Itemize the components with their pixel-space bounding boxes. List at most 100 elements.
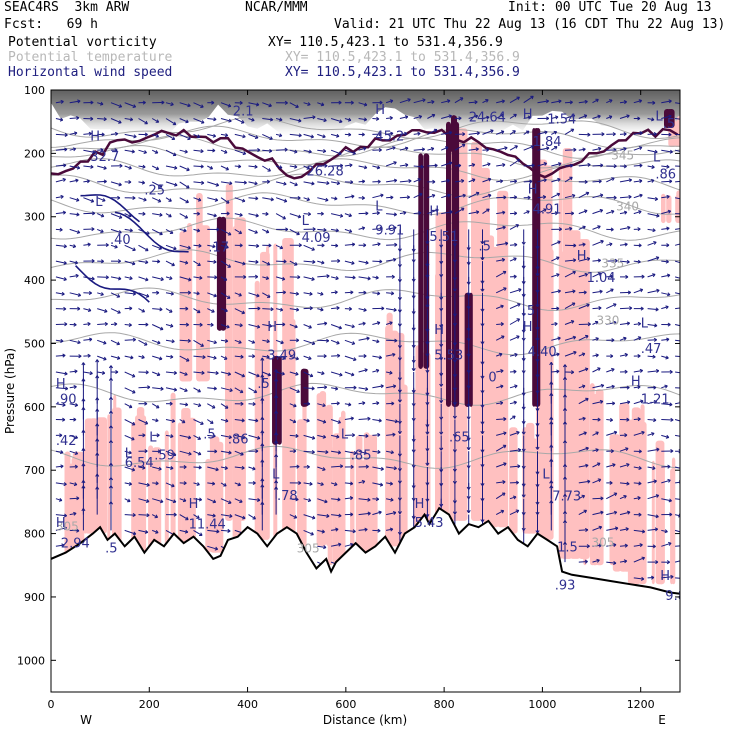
wind-vector bbox=[482, 163, 491, 167]
wind-vector-head bbox=[212, 513, 216, 518]
wind-vector-head bbox=[651, 164, 655, 169]
wind-vector-head bbox=[500, 130, 505, 135]
wind-vector bbox=[592, 225, 601, 230]
wind-vector-head bbox=[308, 325, 312, 329]
wind-vector-head bbox=[141, 355, 145, 359]
wind-vector-head bbox=[394, 242, 398, 247]
wind-vector-head bbox=[274, 369, 279, 373]
wind-vector-head bbox=[274, 440, 279, 444]
wind-vector bbox=[523, 180, 533, 183]
wind-vector bbox=[69, 292, 81, 296]
wind-vector bbox=[385, 161, 397, 167]
wind-vector-head bbox=[378, 510, 382, 515]
wind-vector-head bbox=[600, 163, 604, 168]
wind-vector-head bbox=[390, 291, 395, 296]
wind-vector bbox=[468, 132, 480, 135]
wind-vector-head bbox=[131, 436, 135, 441]
wind-vector bbox=[619, 226, 631, 230]
wind-vector bbox=[97, 355, 107, 360]
wind-vector bbox=[647, 370, 659, 373]
wind-vector bbox=[55, 196, 64, 199]
wind-vector-head bbox=[653, 385, 657, 390]
wind-vector bbox=[578, 495, 585, 500]
wind-vector-head bbox=[626, 417, 630, 422]
x-axis: 0 200 400 600 800 1000 1200 bbox=[48, 90, 655, 711]
field-wind-xy: XY= 110.5,423.1 to 531.4,356.9 bbox=[285, 65, 520, 80]
wind-vector-head bbox=[274, 395, 279, 399]
wind-vector-head bbox=[199, 322, 203, 327]
wind-vector-head bbox=[681, 165, 684, 168]
wind-vector-head bbox=[626, 321, 631, 326]
wind-vector-head bbox=[77, 99, 81, 104]
contour-label: H bbox=[528, 182, 538, 197]
wind-vector-head bbox=[584, 209, 588, 214]
wind-vector-head bbox=[439, 416, 444, 420]
wind-vector-head bbox=[309, 291, 313, 296]
wind-vector-head bbox=[74, 402, 79, 407]
wind-vector-head bbox=[95, 375, 100, 379]
wind-vector-head bbox=[118, 104, 123, 108]
wind-vector-head bbox=[129, 306, 133, 311]
wind-vector bbox=[331, 244, 338, 247]
wind-vector bbox=[138, 482, 150, 486]
wind-vector-head bbox=[257, 147, 261, 153]
wind-vector bbox=[97, 371, 105, 374]
wind-vector-head bbox=[404, 115, 409, 120]
wind-vector-head bbox=[393, 307, 397, 312]
wind-vector-head bbox=[521, 494, 526, 498]
wind-vector bbox=[69, 213, 80, 216]
wind-vector bbox=[647, 466, 656, 469]
wind-vector-head bbox=[322, 467, 326, 471]
theta-label: 340 bbox=[616, 199, 639, 213]
wind-vector bbox=[69, 450, 78, 455]
contour-label: H bbox=[56, 377, 66, 392]
wind-vector-head bbox=[638, 481, 642, 486]
wind-vector-head bbox=[637, 227, 641, 232]
wind-vector bbox=[193, 228, 200, 232]
wind-vector-head bbox=[349, 481, 354, 486]
wind-vector-head bbox=[92, 150, 96, 155]
wind-vector bbox=[193, 308, 201, 314]
contour-label: 2.94 bbox=[61, 537, 90, 552]
wind-vector-head bbox=[114, 148, 118, 153]
pv-fill-streak bbox=[111, 407, 122, 559]
wind-vector bbox=[138, 529, 148, 533]
wind-vector-head bbox=[549, 416, 554, 420]
wind-vector-head bbox=[198, 497, 203, 502]
theta-contour bbox=[51, 382, 680, 406]
x-tick-label: 1000 bbox=[528, 698, 556, 711]
wind-vector-head bbox=[103, 340, 107, 345]
wind-vector bbox=[138, 466, 146, 469]
wind-vector-head bbox=[613, 492, 618, 497]
wind-vector-head bbox=[296, 231, 300, 236]
pv-fill-streak bbox=[164, 430, 169, 559]
wind-vector-head bbox=[131, 261, 136, 266]
wind-vector-head bbox=[432, 179, 436, 184]
wind-vector bbox=[317, 545, 327, 548]
wind-vector bbox=[152, 355, 163, 360]
wind-vector bbox=[537, 147, 550, 151]
contour-label: 45.2 bbox=[375, 130, 404, 145]
wind-vector bbox=[207, 466, 219, 471]
wind-vector-head bbox=[72, 244, 77, 249]
pv-fill-streak bbox=[670, 468, 674, 585]
wind-vector-head bbox=[682, 102, 685, 105]
wind-vector-head bbox=[237, 164, 242, 169]
wind-vector-head bbox=[562, 476, 568, 480]
wind-vector-head bbox=[227, 103, 232, 108]
wind-vector-head bbox=[73, 385, 77, 389]
contour-label: H bbox=[56, 516, 66, 531]
wind-vector-head bbox=[282, 215, 286, 220]
wind-vector-head bbox=[654, 149, 658, 154]
wind-vector bbox=[495, 271, 507, 278]
wind-vector bbox=[110, 323, 118, 325]
wind-vector-head bbox=[95, 408, 100, 412]
wind-vector-head bbox=[173, 387, 178, 392]
wind-vector-head bbox=[597, 225, 601, 229]
wind-vector-head bbox=[108, 396, 114, 400]
wind-vector bbox=[427, 129, 438, 135]
wind-vector-head bbox=[404, 146, 409, 151]
wind-vector-head bbox=[668, 132, 672, 137]
wind-vector-head bbox=[498, 352, 503, 357]
wind-vector-head bbox=[597, 114, 601, 119]
